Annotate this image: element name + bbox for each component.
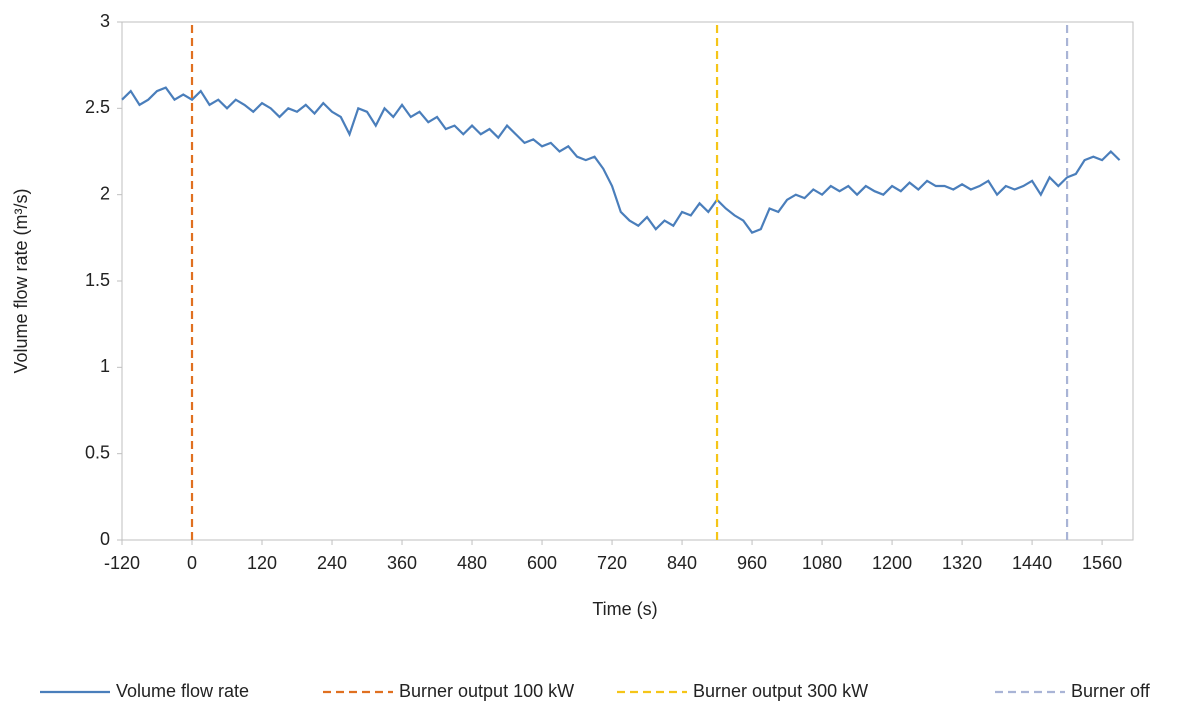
- y-tick-label: 2: [100, 183, 110, 203]
- x-tick-label: 240: [317, 553, 347, 573]
- legend-label: Burner off: [1071, 681, 1151, 701]
- x-tick-label: -120: [104, 553, 140, 573]
- x-tick-label: 600: [527, 553, 557, 573]
- y-tick-label: 0: [100, 529, 110, 549]
- x-tick-label: 0: [187, 553, 197, 573]
- x-tick-label: 360: [387, 553, 417, 573]
- y-tick-label: 0.5: [85, 442, 110, 462]
- y-tick-label: 2.5: [85, 97, 110, 117]
- x-tick-label: 1560: [1082, 553, 1122, 573]
- data-line: [121, 86, 1121, 234]
- y-axis-title: Volume flow rate (m³/s): [11, 188, 31, 373]
- y-tick-label: 1: [100, 356, 110, 376]
- plot-frame: [121, 21, 1134, 541]
- x-tick-label: 720: [597, 553, 627, 573]
- y-tick-label: 1.5: [85, 270, 110, 290]
- x-tick-label: 480: [457, 553, 487, 573]
- legend-label: Volume flow rate: [116, 681, 249, 701]
- y-tick-label: 3: [100, 11, 110, 31]
- x-tick-label: 1080: [802, 553, 842, 573]
- x-axis-title: Time (s): [592, 599, 657, 619]
- x-tick-label: 960: [737, 553, 767, 573]
- legend-label: Burner output 300 kW: [693, 681, 868, 701]
- x-tick-label: 840: [667, 553, 697, 573]
- x-tick-label: 1200: [872, 553, 912, 573]
- x-tick-label: 1320: [942, 553, 982, 573]
- legend-label: Burner output 100 kW: [399, 681, 574, 701]
- x-tick-label: 1440: [1012, 553, 1052, 573]
- x-tick-label: 120: [247, 553, 277, 573]
